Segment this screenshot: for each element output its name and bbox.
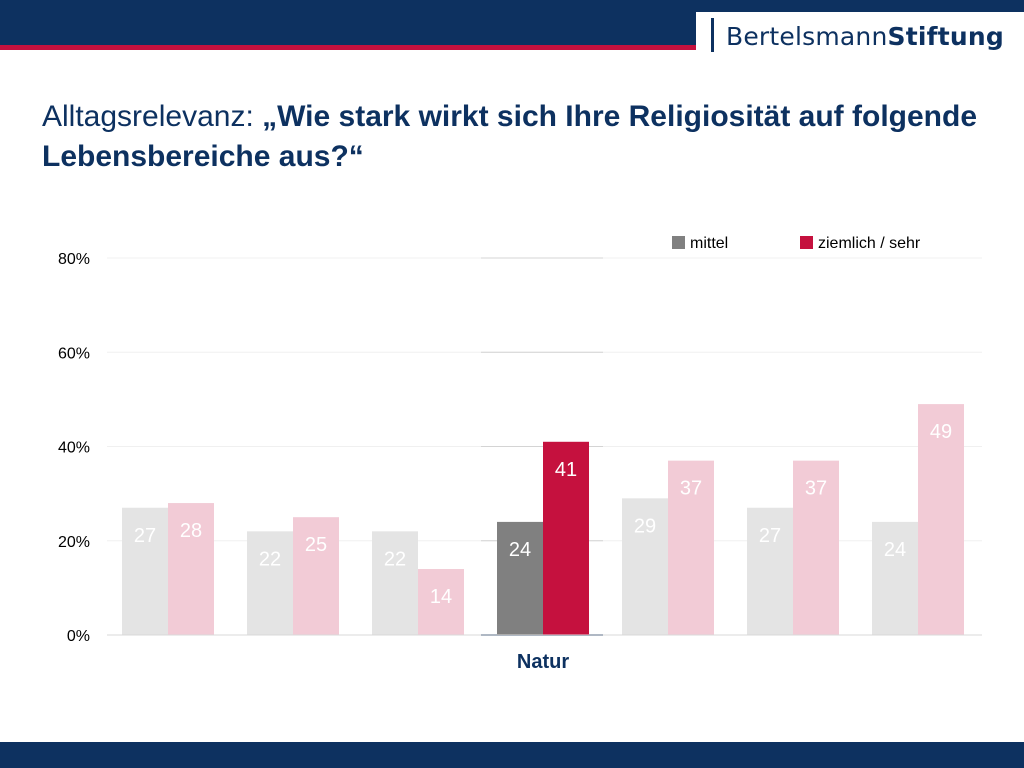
data-label: 22 (384, 548, 406, 570)
page-title: Alltagsrelevanz: „Wie stark wirkt sich I… (42, 97, 982, 177)
bar-ziemlich-sehr (293, 517, 339, 635)
y-tick-label: 60% (58, 345, 90, 362)
bar-mittel (747, 507, 793, 635)
data-label: 22 (259, 548, 281, 570)
bar-mittel (372, 531, 418, 635)
bertelsmann-stiftung-logo: BertelsmannStiftung (726, 22, 1004, 51)
bar-labels: 27 28 22 25 22 14 24 41 29 37 27 37 24 49 (134, 421, 952, 608)
category-label: Natur (517, 651, 569, 673)
title-question: „Wie stark wirkt sich Ihre Religiosität … (42, 100, 977, 173)
legend-label: mittel (690, 235, 728, 252)
data-label: 24 (509, 539, 531, 561)
logo-area (696, 12, 1024, 62)
y-tick-label: 80% (58, 251, 90, 268)
legend-label: ziemlich / sehr (818, 235, 921, 252)
top-band-red-stripe (0, 45, 700, 50)
bar-chart: 27 28 22 25 22 14 24 41 29 37 27 37 24 49 0% 20% 40% 60%… (58, 235, 982, 673)
bar-mittel (122, 507, 168, 635)
y-tick-label: 40% (58, 440, 90, 457)
bar-ziemlich-sehr (793, 460, 839, 635)
bar-mittel (622, 498, 668, 635)
bar-mittel (497, 521, 543, 635)
data-label: 27 (134, 525, 156, 547)
bar-mittel (247, 531, 293, 635)
data-label: 25 (305, 534, 327, 556)
bars (122, 404, 964, 635)
bar-mittel (872, 521, 918, 635)
logo-part1: Bertelsmann (726, 22, 888, 51)
y-tick-label: 0% (67, 628, 90, 645)
data-label: 37 (680, 478, 702, 500)
bar-ziemlich-sehr (418, 569, 464, 635)
data-label: 29 (634, 515, 656, 537)
data-label: 24 (884, 539, 906, 561)
bar-ziemlich-sehr (668, 460, 714, 635)
title-prefix: Alltagsrelevanz: (42, 100, 263, 133)
legend-swatch (672, 236, 685, 249)
data-label: 14 (430, 586, 452, 608)
data-label: 37 (805, 478, 827, 500)
logo-divider (711, 18, 714, 52)
data-label: 49 (930, 421, 952, 443)
legend-swatch (800, 236, 813, 249)
bar-ziemlich-sehr (918, 404, 964, 635)
bottom-band (0, 742, 1024, 768)
data-label: 28 (180, 520, 202, 542)
y-tick-label: 20% (58, 534, 90, 551)
bar-ziemlich-sehr (543, 441, 589, 635)
data-label: 27 (759, 525, 781, 547)
axis: 0% 20% 40% 60% 80% Natur (58, 251, 982, 673)
data-label: 41 (555, 459, 577, 481)
logo-part2: Stiftung (887, 22, 1004, 51)
bar-ziemlich-sehr (168, 503, 214, 635)
legend: mittel ziemlich / sehr (672, 235, 921, 252)
